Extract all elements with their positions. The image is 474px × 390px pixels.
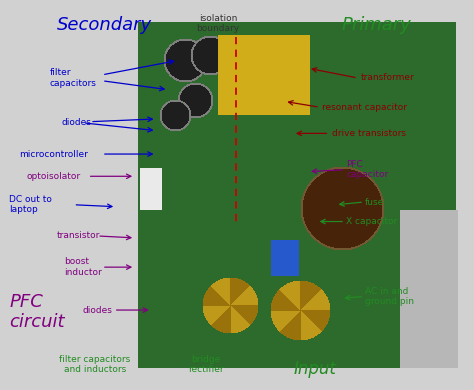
Text: resonant capacitor: resonant capacitor (322, 103, 407, 112)
Text: PFC
capacitor: PFC capacitor (346, 160, 388, 179)
Text: Input: Input (294, 360, 337, 378)
Text: microcontroller: microcontroller (19, 149, 88, 159)
Text: X capacitor: X capacitor (346, 217, 397, 226)
Text: PFC
circuit: PFC circuit (9, 292, 65, 332)
Text: transistor: transistor (57, 231, 100, 241)
Text: diodes: diodes (83, 305, 113, 315)
Text: filter
capacitors: filter capacitors (50, 68, 97, 88)
Text: diodes: diodes (62, 118, 91, 128)
Text: filter capacitors
and inductors: filter capacitors and inductors (59, 355, 130, 374)
Text: bridge
rectifier: bridge rectifier (188, 355, 224, 374)
Text: fuse: fuse (365, 197, 384, 207)
Text: transformer: transformer (360, 73, 414, 83)
Text: Secondary: Secondary (57, 16, 152, 34)
Text: DC out to
laptop: DC out to laptop (9, 195, 52, 215)
Text: Primary: Primary (341, 16, 411, 34)
Text: drive transistors: drive transistors (332, 129, 406, 138)
Text: isolation
boundary: isolation boundary (197, 14, 239, 33)
Text: boost
inductor: boost inductor (64, 257, 102, 277)
Text: optoisolator: optoisolator (26, 172, 80, 181)
Text: AC in and
ground pin: AC in and ground pin (365, 287, 414, 306)
